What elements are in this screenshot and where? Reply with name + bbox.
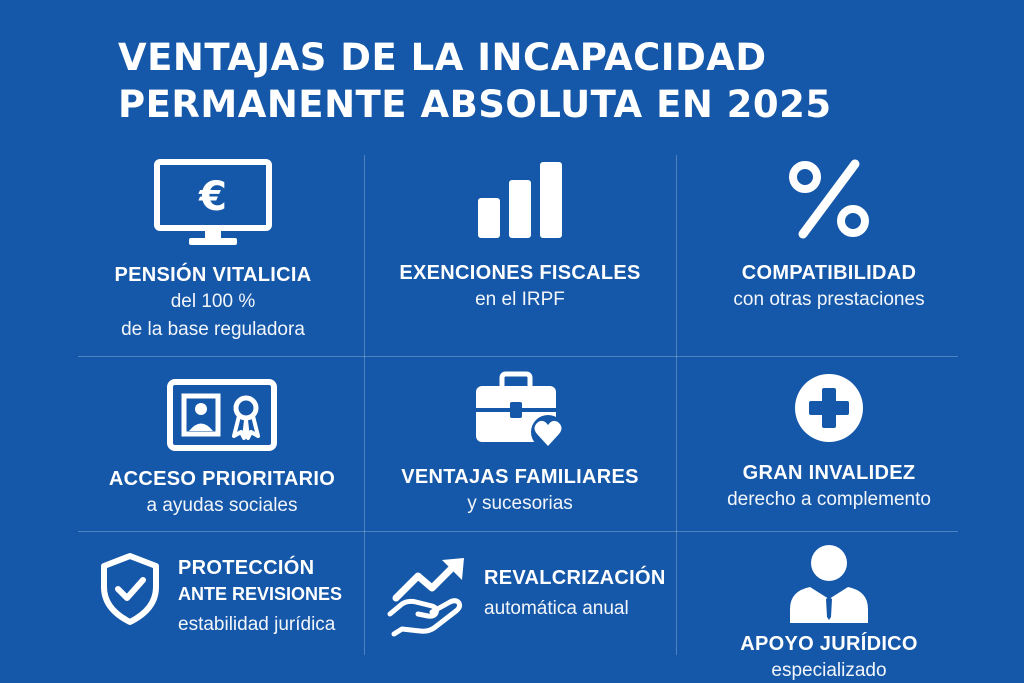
compatibilidad-line-1: con otras prestaciones <box>733 289 925 310</box>
benefit-apoyo: APOYO JURÍDICO especializado <box>682 543 976 683</box>
benefit-acceso: ACCESO PRIORITARIO a ayudas sociales <box>70 378 374 520</box>
proteccion-heading-2: ANTE REVISIONES <box>178 584 343 604</box>
divider-horizontal-2 <box>78 531 958 532</box>
pension-line-2: de la base reguladora <box>121 319 305 340</box>
proteccion-heading-1: PROTECCIÓN <box>178 557 315 579</box>
benefit-invalidez: GRAN INVALIDEZ derecho a complemento <box>682 372 976 514</box>
invalidez-line-1: derecho a complemento <box>727 489 931 510</box>
pension-line-1: del 100 % <box>170 291 256 312</box>
benefit-pension: € PENSIÓN VITALICIA del 100 % de la base… <box>70 158 356 344</box>
familiares-heading: VENTAJAS FAMILIARES <box>401 466 639 488</box>
apoyo-line-1: especializado <box>771 660 887 681</box>
revalorizacion-heading: REVALCRIZACIÓN <box>484 567 666 589</box>
benefit-exenciones: EXENCIONES FISCALES en el IRPF <box>370 162 670 314</box>
title-line-1: VENTAJAS DE LA INCAPACIDAD <box>118 36 767 79</box>
shield-check-icon <box>101 553 159 625</box>
bar-chart-icon <box>478 162 562 238</box>
acceso-heading: ACCESO PRIORITARIO <box>108 468 336 490</box>
briefcase-heart-icon <box>476 371 565 449</box>
acceso-line-1: a ayudas sociales <box>146 495 298 516</box>
plus-circle-icon <box>795 374 863 442</box>
apoyo-heading: APOYO JURÍDICO <box>740 633 918 655</box>
title-line-2: PERMANENTE ABSOLUTA EN 2025 <box>118 83 832 126</box>
svg-text:€: € <box>198 174 227 220</box>
invalidez-heading: GRAN INVALIDEZ <box>742 462 916 484</box>
benefit-revalorizacion: REVALCRIZACIÓN automática anual <box>484 565 666 623</box>
page-title: VENTAJAS DE LA INCAPACIDAD PERMANENTE AB… <box>118 34 832 128</box>
pension-heading: PENSIÓN VITALICIA <box>114 264 312 286</box>
exenciones-heading: EXENCIONES FISCALES <box>399 262 641 284</box>
benefit-familiares: VENTAJAS FAMILIARES y sucesorias <box>370 371 670 518</box>
familiares-line-1: y sucesorias <box>467 493 573 514</box>
id-card-badge-icon <box>167 379 277 451</box>
benefit-proteccion: PROTECCIÓN ANTE REVISIONES estabilidad j… <box>178 555 342 639</box>
benefit-compatibilidad: COMPATIBILIDAD con otras prestaciones <box>682 159 976 314</box>
percent-icon <box>789 159 869 239</box>
exenciones-line-1: en el IRPF <box>475 289 565 310</box>
divider-horizontal-1 <box>78 356 958 357</box>
proteccion-line-1: estabilidad jurídica <box>178 614 336 635</box>
monitor-euro-icon: € <box>154 159 272 245</box>
divider-vertical-1 <box>364 155 365 655</box>
compatibilidad-heading: COMPATIBILIDAD <box>741 262 917 284</box>
hand-growth-icon <box>387 558 464 637</box>
divider-vertical-2 <box>676 155 677 655</box>
revalorizacion-line-1: automática anual <box>484 598 629 619</box>
businessman-icon <box>790 545 868 623</box>
